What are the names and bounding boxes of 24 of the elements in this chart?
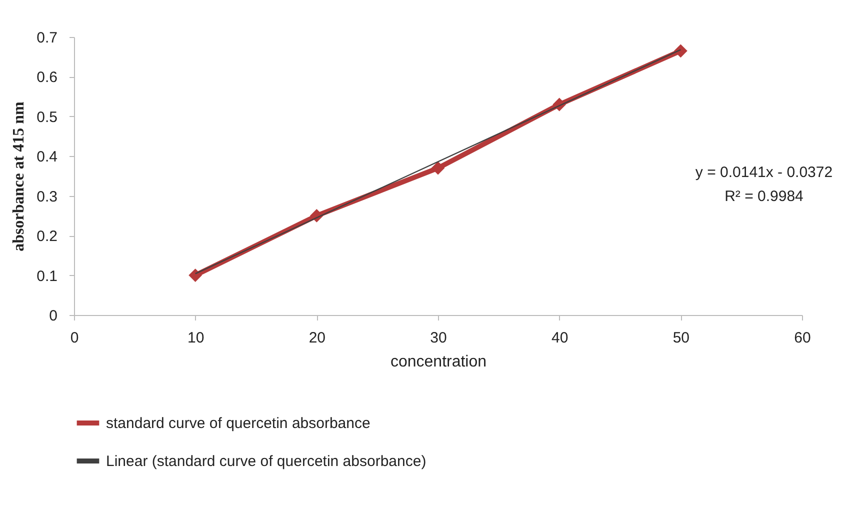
x-tick-label: 0 [70, 330, 79, 346]
point [188, 268, 202, 282]
y-tick-label: 0.7 [36, 30, 58, 46]
point [674, 44, 688, 58]
point [431, 161, 445, 175]
legend-label: Linear (standard curve of quercetin absorbance) [106, 453, 426, 470]
y-tick-label: 0.3 [36, 188, 58, 206]
y-axis-title: absorbance at 415 nm [10, 100, 28, 252]
x-tick-label: 60 [794, 330, 811, 346]
y-tick-label: 0.1 [36, 268, 58, 285]
y-tick-label: 0.6 [36, 69, 58, 86]
x-tick-label: 20 [308, 330, 326, 346]
annotation: R² = 0.9984 [724, 188, 804, 205]
legend-label: standard curve of quercetin absorbance [106, 415, 370, 432]
y-tick-label: 0.5 [36, 108, 58, 126]
y-tick-label: 0 [49, 308, 58, 324]
annotation: y = 0.0141x - 0.0372 [695, 164, 833, 181]
x-tick-label: 30 [430, 330, 447, 346]
y-tick-label: 0.2 [36, 228, 58, 246]
x-axis-title: concentration [390, 354, 487, 370]
x-tick-label: 50 [672, 330, 690, 346]
x-tick-label: 10 [187, 330, 204, 346]
x-tick-label: 40 [551, 330, 568, 346]
y-tick-label: 0.4 [36, 148, 58, 166]
